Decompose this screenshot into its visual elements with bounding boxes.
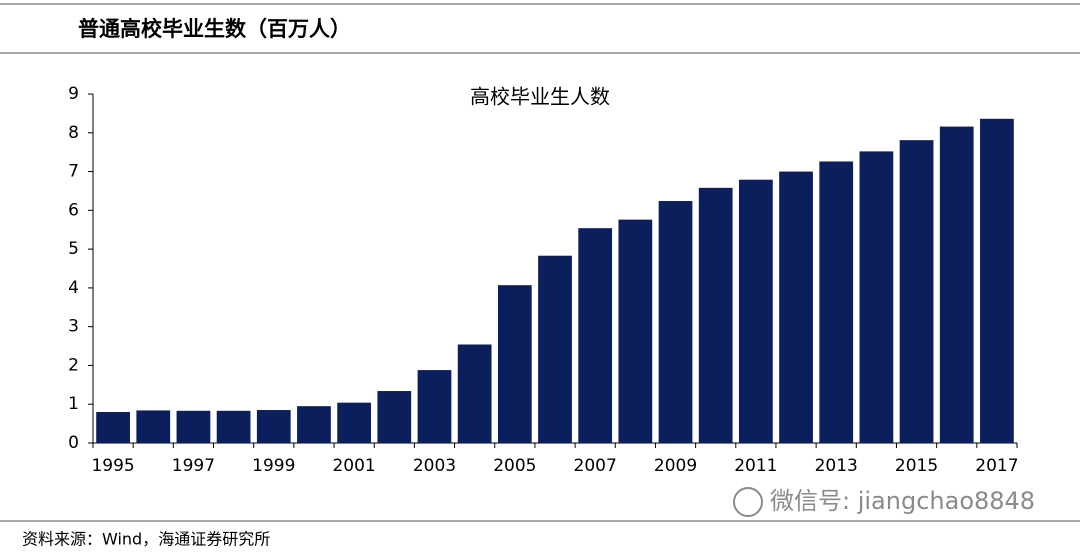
y-tick-label: 6 [68,200,79,220]
y-tick-label: 7 [68,162,79,182]
y-tick-label: 9 [68,84,79,104]
bar [377,391,412,443]
bar [939,126,974,443]
y-tick-label: 2 [68,355,79,375]
y-tick-label: 5 [68,239,79,259]
bar [337,402,372,443]
bar [618,219,653,443]
bar [297,406,331,443]
bar [779,171,813,444]
bar [899,140,934,443]
chart-title: 高校毕业生人数 [470,85,610,109]
x-tick-label: 2005 [493,456,536,476]
x-tick-label: 2001 [332,456,375,476]
y-tick-label: 3 [68,317,79,337]
x-tick-label: 2017 [975,456,1018,476]
x-tick-label: 2011 [734,456,777,476]
bar [497,285,532,443]
x-tick-label: 2015 [895,456,938,476]
watermark: 微信号: jiangchao8848 [770,487,1035,515]
bar [256,410,291,443]
bar [538,255,572,443]
bar [417,370,452,443]
y-tick-label: 8 [68,123,79,143]
x-tick-label: 2007 [574,456,617,476]
header-title: 普通高校毕业生数（百万人） [78,17,351,41]
y-tick-label: 4 [68,278,79,298]
x-tick-label: 1999 [252,456,295,476]
watermark-icon [733,487,763,517]
bar [176,410,211,443]
y-tick-label: 0 [68,433,79,453]
bar [859,151,894,443]
bar [216,410,251,443]
source-note: 资料来源：Wind，海通证券研究所 [22,530,270,549]
x-tick-label: 1995 [91,456,134,476]
bar [658,201,693,443]
bar [980,118,1014,443]
bar [698,187,733,443]
x-tick-label: 2013 [815,456,858,476]
x-tick-label: 2009 [654,456,697,476]
bar [738,179,773,443]
bar [136,410,171,443]
y-tick-label: 1 [68,394,79,414]
bar [578,228,613,443]
x-tick-label: 2003 [413,456,456,476]
bar [457,344,492,443]
bar [96,411,130,443]
bar [819,161,854,443]
x-tick-label: 1997 [172,456,215,476]
